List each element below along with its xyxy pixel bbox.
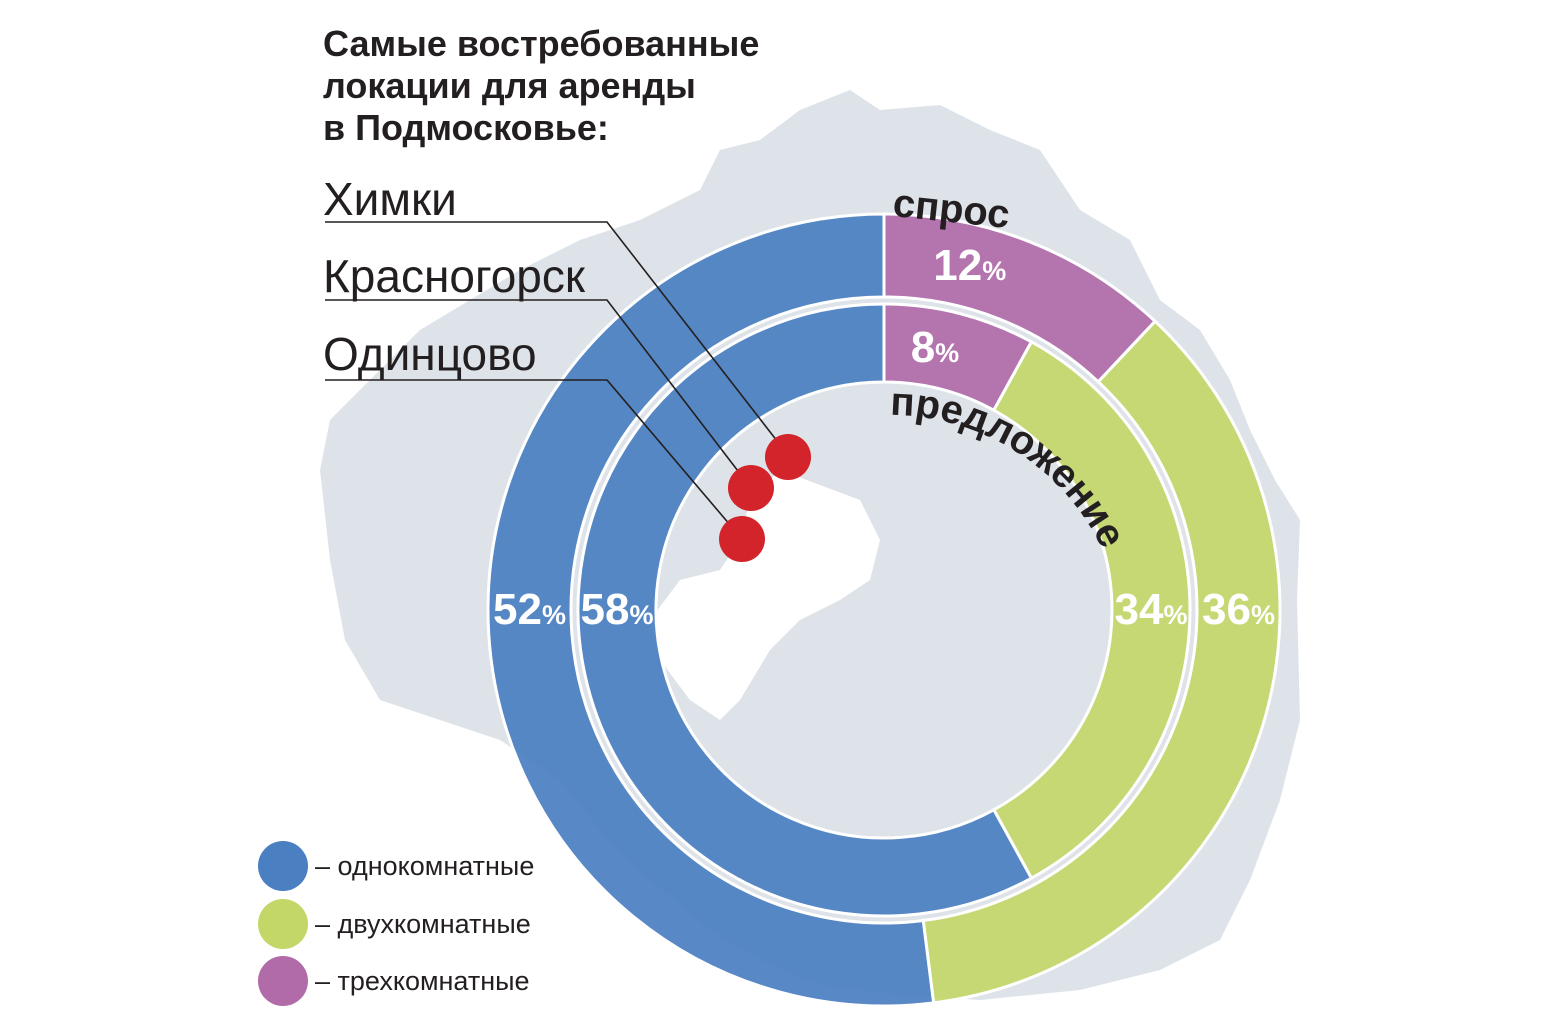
supply-two-room-value-label: 34%: [1115, 585, 1188, 634]
chart-title: Самые востребованные локации для аренды …: [323, 23, 759, 148]
legend-label-three-room: – трехкомнатные: [315, 966, 530, 996]
legend: – однокомнатные – двухкомнатные – трехко…: [258, 841, 534, 1006]
title-line-1: Самые востребованные: [323, 23, 759, 64]
demand-three-room-value-label: 12%: [933, 241, 1006, 290]
supply-two-room-segment: [991, 339, 1192, 881]
legend-label-one-room: – однокомнатные: [315, 851, 534, 881]
location-names: Химки Красногорск Одинцово: [323, 173, 586, 380]
donut-rings: [486, 212, 1282, 1008]
title-line-2: локации для аренды: [323, 65, 696, 106]
krasnogorsk-marker: [728, 465, 774, 511]
odintsovo-marker: [719, 516, 765, 562]
khimki-marker: [765, 434, 811, 480]
supply-one-room-segment: [576, 302, 1034, 918]
khimki-leader-line: [325, 221, 789, 456]
legend-swatch-two-room: [258, 899, 308, 949]
legend-swatch-three-room: [258, 956, 308, 1006]
odintsovo-leader-line: [325, 379, 743, 540]
supply-one-room-value-label: 58%: [581, 585, 654, 634]
supply-three-room-value-label: 8%: [911, 323, 960, 372]
location-odintsovo: Одинцово: [323, 328, 537, 380]
demand-two-room-segment: [921, 319, 1282, 1005]
location-krasnogorsk: Красногорск: [323, 250, 586, 302]
demand-one-room-segment: [486, 212, 936, 1008]
percent-labels: 12% 36% 52% 8% 34% 58%: [493, 241, 1275, 634]
legend-swatch-one-room: [258, 841, 308, 891]
title-line-3: в Подмосковье:: [323, 107, 609, 148]
location-leader-lines: [325, 221, 789, 540]
moscow-city-shape: [650, 470, 880, 720]
demand-two-room-value-label: 36%: [1202, 585, 1275, 634]
legend-label-two-room: – двухкомнатные: [315, 909, 531, 939]
location-khimki: Химки: [323, 173, 457, 225]
demand-one-room-value-label: 52%: [493, 585, 566, 634]
location-markers: [719, 434, 811, 562]
krasnogorsk-leader-line: [325, 299, 752, 489]
